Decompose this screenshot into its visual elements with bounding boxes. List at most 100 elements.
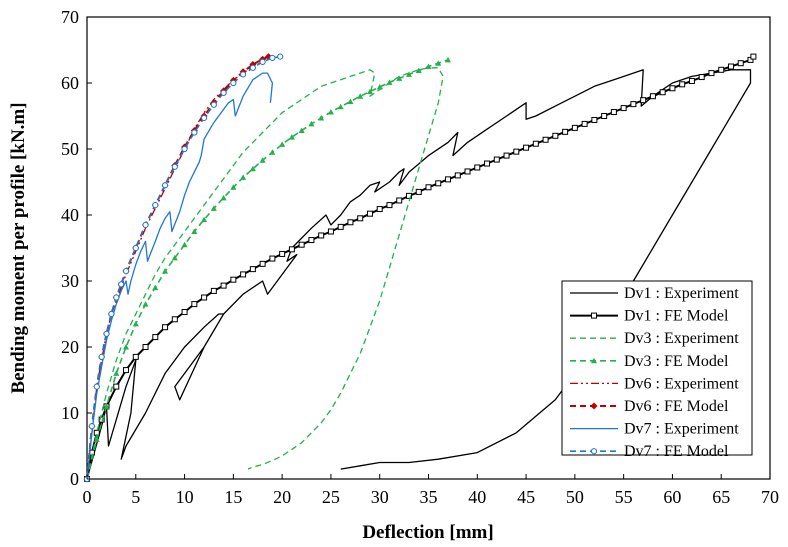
legend-entry: Dv6 : Experiment [570,375,739,392]
data-point [376,206,383,213]
data-point [201,216,208,223]
data-point [298,127,305,134]
data-point [405,71,412,77]
data-point [318,114,325,121]
data-point [327,109,334,115]
data-point [357,215,364,222]
data-point [103,403,110,409]
data-point [142,301,149,307]
data-point [259,58,266,65]
data-point [210,205,217,211]
x-tick-label: 40 [468,487,486,507]
data-point [649,93,656,100]
y-tick-label: 30 [61,271,79,291]
legend-label: Dv1 : Experiment [624,285,739,302]
data-point [571,124,578,131]
data-point [318,232,325,239]
data-point [171,254,178,261]
x-axis-label: Deflection [mm] [362,522,493,543]
data-point [113,383,120,390]
data-point [152,334,159,341]
series-3 [86,67,444,480]
x-tick-label: 25 [322,487,340,507]
data-point [249,266,256,273]
data-point [425,63,432,69]
data-point [493,156,500,163]
data-point [308,237,315,244]
data-point [750,53,757,60]
data-point [337,223,344,230]
data-point [88,423,95,430]
data-point [259,157,266,163]
data-point [532,140,539,147]
legend-label: Dv7 : FE Model [624,443,729,460]
series-7 [86,72,274,480]
data-point [591,116,598,123]
data-point [698,74,705,81]
legend-entry: Dv1 : FE Model [570,308,729,325]
data-point [308,120,315,127]
data-point [513,148,520,155]
x-tick-label: 65 [712,487,730,507]
x-tick-label: 45 [517,487,535,507]
x-axis-ticks: 0 5 10 15 20 25 30 35 40 45 50 55 60 65 70 [83,474,779,507]
data-point [464,168,471,175]
data-point [103,330,110,337]
data-point [640,97,647,104]
data-point [679,81,686,88]
legend-marker [590,402,598,410]
y-tick-label: 50 [61,139,79,159]
data-point [386,79,393,85]
data-point [669,85,676,92]
data-point [688,78,695,85]
data-point [474,164,481,171]
legend-entry: Dv1 : Experiment [570,285,739,302]
data-point [601,113,608,119]
data-point [152,284,159,291]
data-point [298,241,305,248]
data-point [737,60,744,67]
data-point [191,301,198,308]
x-tick-label: 50 [566,487,584,507]
data-point [277,53,284,60]
data-point [405,192,412,199]
data-point [484,160,491,167]
data-point [201,294,208,301]
data-point [123,367,130,374]
data-point [445,176,452,183]
legend-label: Dv1 : FE Model [624,308,729,325]
data-point [386,202,393,209]
legend-entry: Dv6 : FE Model [570,398,729,415]
data-point [98,353,105,360]
x-tick-label: 60 [663,487,681,507]
data-point [210,287,217,294]
series-6 [83,53,272,483]
series-line [86,59,449,480]
data-point [581,120,588,127]
data-point [454,172,461,179]
x-tick-label: 35 [420,487,438,507]
y-tick-label: 60 [61,73,79,93]
data-point [162,268,169,274]
data-point [288,134,295,140]
series-8 [83,53,284,483]
data-point [108,310,115,318]
legend-label: Dv6 : FE Model [624,398,729,415]
data-point [118,281,125,288]
data-point [620,105,627,112]
data-point [396,197,403,204]
data-point [610,109,617,116]
legend: Dv1 : Experiment Dv1 : FE Model Dv3 : Expe… [561,280,753,460]
x-tick-label: 0 [83,487,92,507]
legend-label: Dv3 : FE Model [624,353,729,370]
data-point [249,64,256,71]
data-point [327,228,334,235]
data-point [171,163,178,170]
data-point [240,271,247,278]
data-point [279,250,286,257]
data-point [366,210,373,217]
data-point [132,320,139,327]
series-line [86,55,269,480]
data-point [415,67,422,73]
data-point [191,129,198,136]
